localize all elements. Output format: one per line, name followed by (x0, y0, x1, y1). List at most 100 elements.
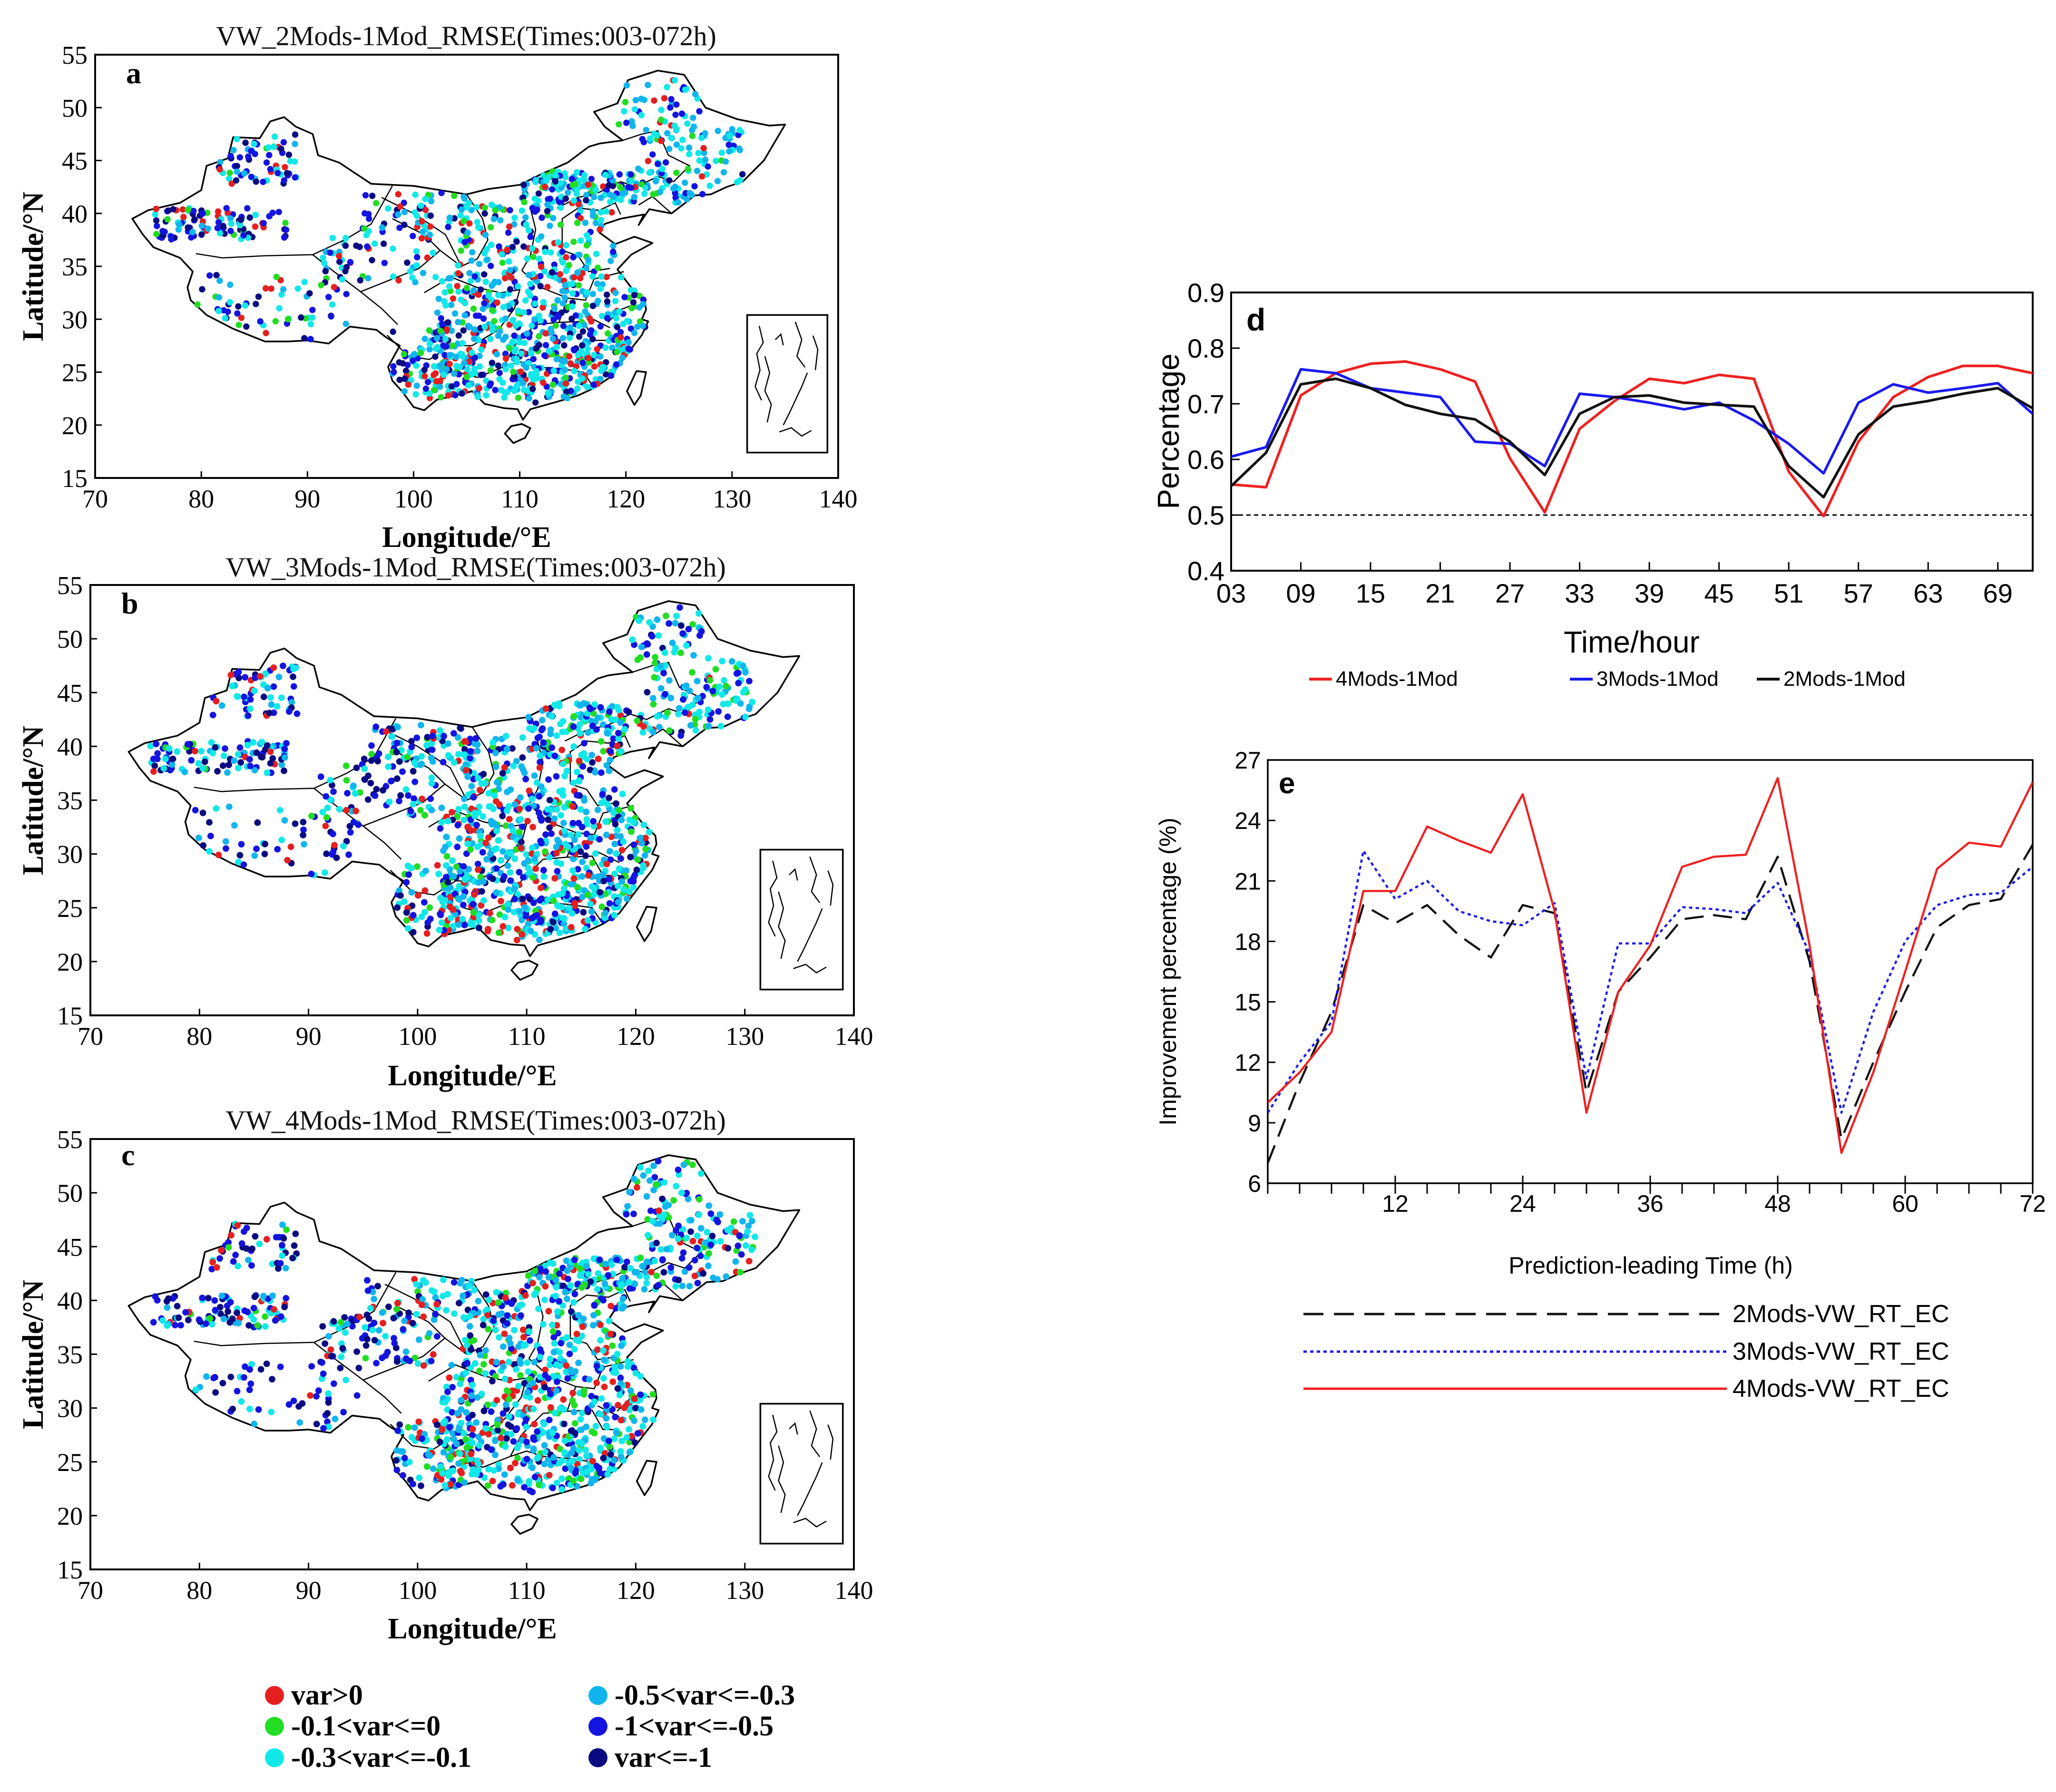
station-marker (542, 184, 548, 190)
station-marker (489, 916, 496, 924)
station-marker (390, 1315, 397, 1322)
station-marker (250, 1305, 257, 1312)
station-marker (526, 1478, 532, 1485)
y-tick-label: 30 (62, 305, 88, 334)
station-marker (495, 1311, 502, 1318)
station-marker (618, 878, 626, 885)
station-marker (413, 362, 420, 369)
station-marker (678, 622, 685, 629)
station-marker (492, 1451, 499, 1459)
station-marker (590, 818, 597, 825)
station-marker (522, 1341, 529, 1348)
station-marker (460, 1314, 467, 1321)
station-marker (227, 227, 234, 234)
station-marker (522, 1292, 529, 1299)
station-marker (668, 96, 675, 103)
station-marker (308, 870, 315, 877)
station-marker (281, 746, 288, 752)
station-marker (575, 351, 582, 359)
station-marker (421, 335, 428, 342)
station-marker (742, 686, 749, 693)
station-marker (549, 1322, 556, 1328)
station-marker (486, 910, 493, 916)
inset-frame (746, 314, 829, 454)
station-marker (502, 315, 509, 322)
station-marker (531, 295, 538, 302)
station-marker (596, 836, 603, 843)
station-marker (485, 1431, 492, 1438)
x-tick-label: 140 (835, 1576, 873, 1605)
station-marker (188, 234, 195, 241)
station-marker (393, 1358, 401, 1365)
station-marker (627, 1387, 634, 1394)
station-marker (205, 225, 211, 232)
station-marker (623, 1211, 630, 1218)
station-marker (546, 824, 553, 831)
station-marker (212, 744, 219, 751)
station-marker (499, 380, 506, 386)
y-tick-label: 45 (57, 679, 83, 707)
y-tick-label: 15 (57, 1556, 83, 1584)
south-china-sea-inset (759, 848, 844, 991)
station-marker (454, 734, 461, 741)
station-marker (427, 795, 434, 802)
station-marker (246, 214, 253, 221)
station-marker (548, 713, 555, 720)
station-marker (586, 1376, 593, 1383)
x-tick-label: 120 (617, 1576, 655, 1605)
station-marker (563, 288, 570, 294)
station-marker (566, 353, 573, 360)
station-marker (536, 897, 543, 904)
station-marker (545, 196, 551, 203)
station-marker (245, 1256, 252, 1264)
station-marker (690, 123, 697, 130)
station-marker (245, 1322, 253, 1329)
station-marker (523, 1416, 529, 1423)
station-marker (540, 867, 547, 874)
station-marker (410, 912, 417, 919)
station-marker (551, 1340, 558, 1347)
station-marker (620, 838, 627, 845)
station-marker (538, 717, 546, 724)
station-marker (451, 310, 459, 317)
station-marker (421, 887, 429, 894)
station-marker (521, 1380, 528, 1387)
station-marker (252, 212, 259, 218)
station-marker (394, 724, 401, 730)
station-marker (368, 750, 375, 758)
inset-coastline (827, 1424, 834, 1460)
x-tick-label: 45 (1704, 578, 1734, 608)
station-marker (628, 177, 635, 184)
station-marker (353, 764, 360, 771)
station-marker (689, 1161, 696, 1169)
station-marker (511, 214, 518, 221)
station-marker (585, 256, 592, 263)
station-marker (497, 217, 504, 224)
station-marker (604, 1424, 610, 1431)
station-marker (650, 1187, 657, 1194)
station-marker (691, 183, 698, 190)
station-marker (519, 916, 525, 924)
station-marker (749, 699, 755, 705)
station-marker (490, 739, 497, 746)
station-marker (726, 148, 733, 155)
station-marker (474, 219, 480, 225)
station-marker (538, 233, 545, 240)
station-marker (510, 369, 517, 375)
station-marker (542, 1283, 549, 1290)
station-marker (549, 381, 557, 388)
station-marker (585, 181, 592, 188)
station-marker (689, 1237, 696, 1245)
station-marker (643, 651, 650, 658)
station-marker (643, 1280, 650, 1286)
station-marker (658, 117, 665, 123)
station-marker (150, 1319, 157, 1326)
station-marker (563, 389, 570, 395)
station-marker (445, 752, 452, 759)
station-marker (242, 139, 249, 146)
station-marker (483, 392, 490, 399)
station-marker (563, 1257, 570, 1264)
station-marker (569, 1458, 576, 1465)
station-marker (325, 1399, 332, 1406)
station-marker (704, 1228, 711, 1236)
